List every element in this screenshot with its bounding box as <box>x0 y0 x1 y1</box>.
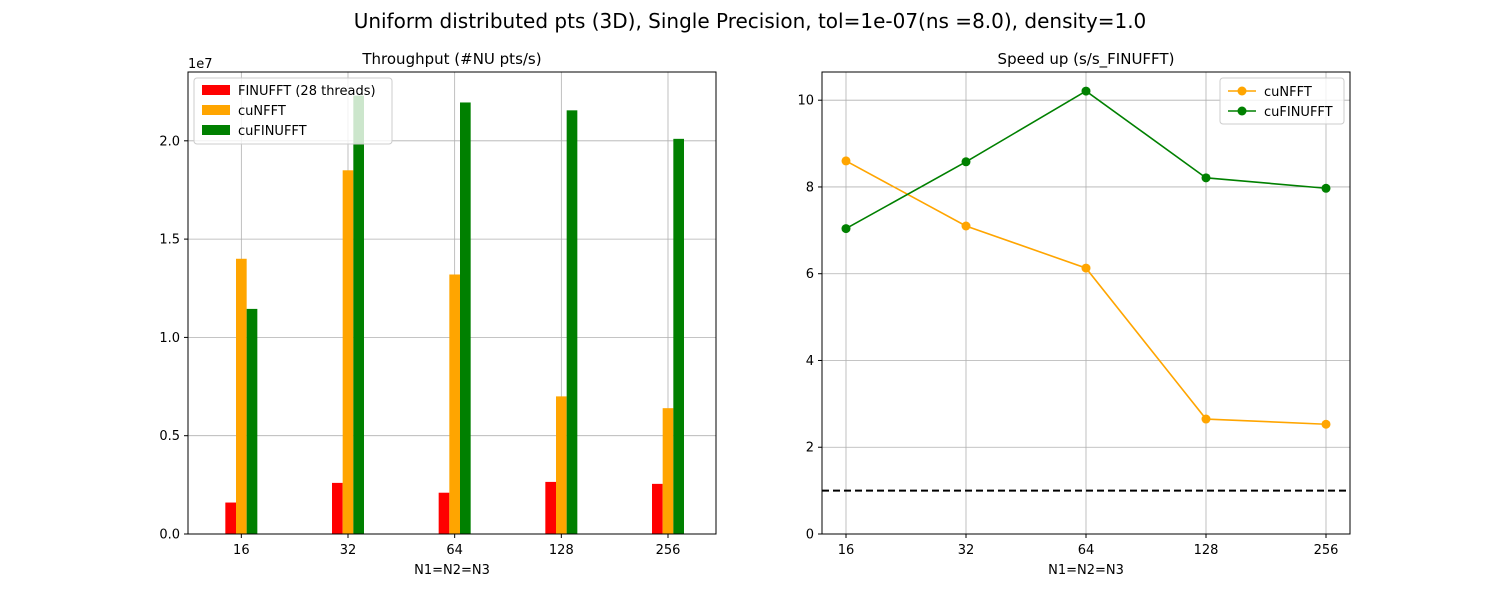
throughput-y-tick-label: 0.5 <box>159 429 180 444</box>
speedup-y-tick-label: 8 <box>806 180 814 195</box>
point-cunfft-16 <box>841 156 851 166</box>
bar-cufinufft-32 <box>353 95 364 534</box>
throughput-legend: FINUFFT (28 threads) cuNFFT cuFINUFFT <box>193 77 393 145</box>
speedup-x-tick-label: 64 <box>1078 543 1095 558</box>
speedup-legend-label-cufinufft: cuFINUFFT <box>1264 105 1333 120</box>
speedup-lines <box>841 86 1331 429</box>
bar-finufft-28-threads-256 <box>652 483 663 534</box>
speedup-legend: cuNFFT cuFINUFFT <box>1219 77 1345 125</box>
bar-cunfft-128 <box>556 396 567 534</box>
speedup-chart-title: Speed up (s/s_FINUFFT) <box>998 50 1175 69</box>
throughput-y-tick-label: 0.0 <box>159 528 180 543</box>
bar-finufft-28-threads-32 <box>332 482 343 534</box>
throughput-legend-swatch-cunfft <box>202 105 230 115</box>
throughput-chart-title: Throughput (#NU pts/s) <box>361 50 541 68</box>
point-cufinufft-64 <box>1081 86 1091 96</box>
speedup-x-tick-label: 32 <box>958 543 975 558</box>
bar-cufinufft-16 <box>246 308 258 534</box>
throughput-y-tick-label: 1.5 <box>159 233 180 248</box>
point-cunfft-32 <box>961 221 971 231</box>
point-cunfft-128 <box>1201 414 1211 424</box>
point-cufinufft-16 <box>841 224 851 234</box>
throughput-x-axis-label: N1=N2=N3 <box>414 563 490 578</box>
throughput-y-offset-label: 1e7 <box>188 57 213 72</box>
speedup-chart: Speed up (s/s_FINUFFT) N1=N2=N3 0 2 4 6 8 10 1… <box>797 50 1351 578</box>
throughput-x-tick-label: 64 <box>446 543 463 558</box>
bar-finufft-28-threads-128 <box>545 481 556 534</box>
throughput-legend-swatch-finufft-28-threads <box>202 85 230 95</box>
point-cufinufft-32 <box>961 157 971 167</box>
throughput-legend-label-cunfft: cuNFFT <box>238 104 286 119</box>
throughput-x-tick-label: 16 <box>233 543 250 558</box>
throughput-y-tick-label: 1.0 <box>159 331 180 346</box>
point-cunfft-256 <box>1321 419 1331 429</box>
figure-title: Uniform distributed pts (3D), Single Pre… <box>354 9 1147 33</box>
speedup-ticks: 0 2 4 6 8 10 16 32 64 128 256 <box>797 94 1338 558</box>
speedup-x-tick-label: 256 <box>1314 543 1339 558</box>
speedup-legend-box <box>1219 77 1345 125</box>
bar-cufinufft-64 <box>460 102 471 534</box>
speedup-gridlines <box>822 72 1350 535</box>
bar-cunfft-16 <box>236 258 247 534</box>
speedup-y-tick-label: 4 <box>806 354 814 369</box>
throughput-bars <box>225 95 684 535</box>
speedup-x-tick-label: 16 <box>838 543 855 558</box>
point-cunfft-64 <box>1081 263 1091 273</box>
bar-cunfft-64 <box>449 274 460 534</box>
bar-cunfft-32 <box>342 170 354 535</box>
point-cufinufft-128 <box>1201 173 1211 183</box>
throughput-ticks: 0.0 0.5 1.0 1.5 2.0 16 32 64 128 256 <box>159 134 680 558</box>
throughput-x-tick-label: 128 <box>549 543 574 558</box>
speedup-legend-label-cunfft: cuNFFT <box>1264 85 1312 100</box>
throughput-legend-label-finufft-28-threads: FINUFFT (28 threads) <box>238 84 376 99</box>
speedup-legend-marker-cufinufft <box>1237 106 1247 116</box>
throughput-y-tick-label: 2.0 <box>159 134 180 149</box>
speedup-y-tick-label: 2 <box>806 441 814 456</box>
speedup-x-tick-label: 128 <box>1194 543 1219 558</box>
throughput-legend-swatch-cufinufft <box>202 125 230 135</box>
throughput-chart: Throughput (#NU pts/s) N1=N2=N3 1e7 0.00… <box>159 50 717 578</box>
point-cufinufft-256 <box>1321 183 1331 193</box>
speedup-legend-marker-cunfft <box>1237 86 1247 96</box>
speedup-x-axis-label: N1=N2=N3 <box>1048 563 1124 578</box>
throughput-x-tick-label: 32 <box>340 543 357 558</box>
bar-finufft-28-threads-16 <box>225 502 236 534</box>
throughput-legend-label-cufinufft: cuFINUFFT <box>238 124 307 139</box>
bar-cunfft-256 <box>662 408 674 534</box>
bar-finufft-28-threads-64 <box>438 492 450 534</box>
speedup-y-tick-label: 10 <box>797 94 814 109</box>
bar-cufinufft-128 <box>566 110 578 534</box>
speedup-y-tick-label: 6 <box>806 267 814 282</box>
speedup-y-tick-label: 0 <box>806 528 814 543</box>
bar-cufinufft-256 <box>673 138 684 534</box>
throughput-legend-box <box>193 77 393 145</box>
throughput-plot-frame <box>187 71 717 535</box>
throughput-x-tick-label: 256 <box>656 543 681 558</box>
